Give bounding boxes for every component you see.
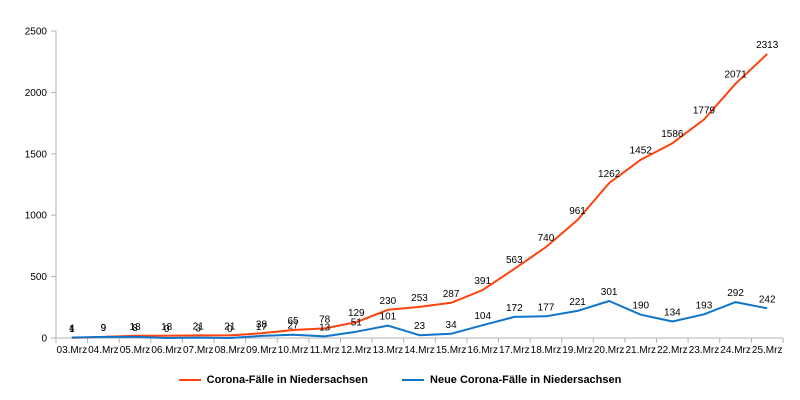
data-label-new: 23 — [414, 321, 426, 332]
x-tick-label: 18.Mrz — [531, 345, 562, 356]
data-label-total: 287 — [443, 289, 460, 300]
data-label-new: 101 — [380, 312, 397, 323]
x-tick-label: 14.Mrz — [404, 345, 435, 356]
data-label-new: 17 — [256, 322, 268, 333]
data-label-new: 51 — [351, 318, 363, 329]
data-label-total: 9 — [101, 323, 107, 334]
y-tick-label: 500 — [30, 272, 47, 283]
data-label-new: 301 — [601, 287, 618, 298]
data-label-new: 13 — [319, 322, 331, 333]
data-label-total: 78 — [319, 314, 331, 325]
x-tick-label: 04.Mrz — [88, 345, 119, 356]
legend-swatch-new — [402, 379, 425, 381]
data-label-total: 129 — [348, 308, 365, 319]
legend-swatch-total — [178, 379, 201, 381]
data-label-total: 1452 — [630, 146, 653, 157]
legend-label-total: Corona-Fälle in Niedersachsen — [206, 374, 369, 386]
x-tick-label: 08.Mrz — [215, 345, 246, 356]
chart-legend: Corona-Fälle in Niedersachsen Neue Coron… — [0, 374, 800, 386]
data-label-total: 253 — [411, 293, 428, 304]
data-label-new: 172 — [506, 303, 523, 314]
data-label-new: 4 — [69, 324, 75, 335]
x-tick-label: 06.Mrz — [151, 345, 182, 356]
y-tick-label: 1500 — [25, 149, 48, 160]
y-tick-label: 1000 — [25, 211, 48, 222]
data-label-new: 104 — [474, 311, 491, 322]
legend-item-total: Corona-Fälle in Niedersachsen — [178, 374, 369, 386]
data-label-total: 21 — [224, 321, 236, 332]
data-label-total: 65 — [288, 316, 300, 327]
data-label-new: 0 — [227, 324, 233, 335]
data-label-total: 961 — [569, 206, 586, 217]
data-label-new: 0 — [164, 324, 170, 335]
x-tick-label: 17.Mrz — [499, 345, 530, 356]
x-tick-label: 13.Mrz — [373, 345, 404, 356]
x-tick-label: 20.Mrz — [594, 345, 625, 356]
data-label-new: 8 — [132, 323, 138, 334]
x-tick-label: 12.Mrz — [341, 345, 372, 356]
data-label-new: 190 — [632, 301, 649, 312]
data-label-total: 1262 — [598, 169, 621, 180]
data-label-new: 177 — [538, 302, 555, 313]
data-label-total: 38 — [256, 319, 268, 330]
x-tick-label: 11.Mrz — [310, 345, 340, 356]
data-label-total: 21 — [193, 321, 205, 332]
data-label-new: 292 — [727, 288, 744, 299]
x-tick-label: 23.Mrz — [689, 345, 720, 356]
data-label-new: 134 — [664, 308, 681, 319]
x-tick-label: 07.Mrz — [183, 345, 214, 356]
data-label-new: 27 — [288, 321, 300, 332]
x-axis-ticks: 03.Mrz 04.Mrz 05.Mrz 06.Mrz 07.Mrz 08.Mrz 09.M… — [55, 338, 784, 356]
data-label-new: 242 — [759, 294, 776, 305]
x-tick-label: 19.Mrz — [562, 345, 593, 356]
x-tick-label: 10.Mrz — [278, 345, 309, 356]
data-label-new: 34 — [446, 320, 458, 331]
data-label-total: 1 — [69, 324, 75, 335]
data-label-new: 9 — [101, 323, 107, 334]
data-label-new: 3 — [195, 324, 201, 335]
x-tick-label: 25.Mrz — [752, 345, 783, 356]
y-tick-label: 2500 — [25, 27, 48, 38]
data-label-total: 391 — [474, 276, 491, 287]
series-line-new — [71, 300, 768, 339]
data-label-total: 1586 — [661, 129, 684, 140]
data-label-total: 740 — [538, 233, 555, 244]
x-tick-label: 15.Mrz — [436, 345, 467, 356]
legend-item-new: Neue Corona-Fälle in Niedersachsen — [402, 374, 621, 386]
y-tick-label: 2000 — [25, 88, 48, 99]
x-tick-label: 24.Mrz — [720, 345, 751, 356]
y-axis-ticks: 0 500 1000 1500 2000 2500 — [25, 27, 56, 345]
data-label-total: 18 — [129, 322, 141, 333]
series-line-total — [71, 53, 768, 339]
data-label-total: 230 — [380, 296, 397, 307]
data-label-total: 2313 — [756, 40, 779, 51]
x-tick-label: 03.Mrz — [57, 345, 88, 356]
data-label-new: 221 — [569, 297, 586, 308]
x-tick-label: 05.Mrz — [120, 345, 151, 356]
series-lines — [71, 53, 768, 339]
x-tick-label: 09.Mrz — [246, 345, 277, 356]
y-tick-label: 0 — [41, 334, 47, 345]
legend-label-new: Neue Corona-Fälle in Niedersachsen — [430, 374, 622, 386]
data-label-total: 563 — [506, 255, 523, 266]
data-label-total: 2071 — [724, 70, 747, 81]
data-label-total: 18 — [161, 322, 173, 333]
data-label-new: 193 — [696, 300, 713, 311]
data-label-total: 1779 — [693, 106, 716, 117]
x-tick-label: 21.Mrz — [625, 345, 656, 356]
x-tick-label: 16.Mrz — [467, 345, 498, 356]
x-tick-label: 22.Mrz — [657, 345, 688, 356]
